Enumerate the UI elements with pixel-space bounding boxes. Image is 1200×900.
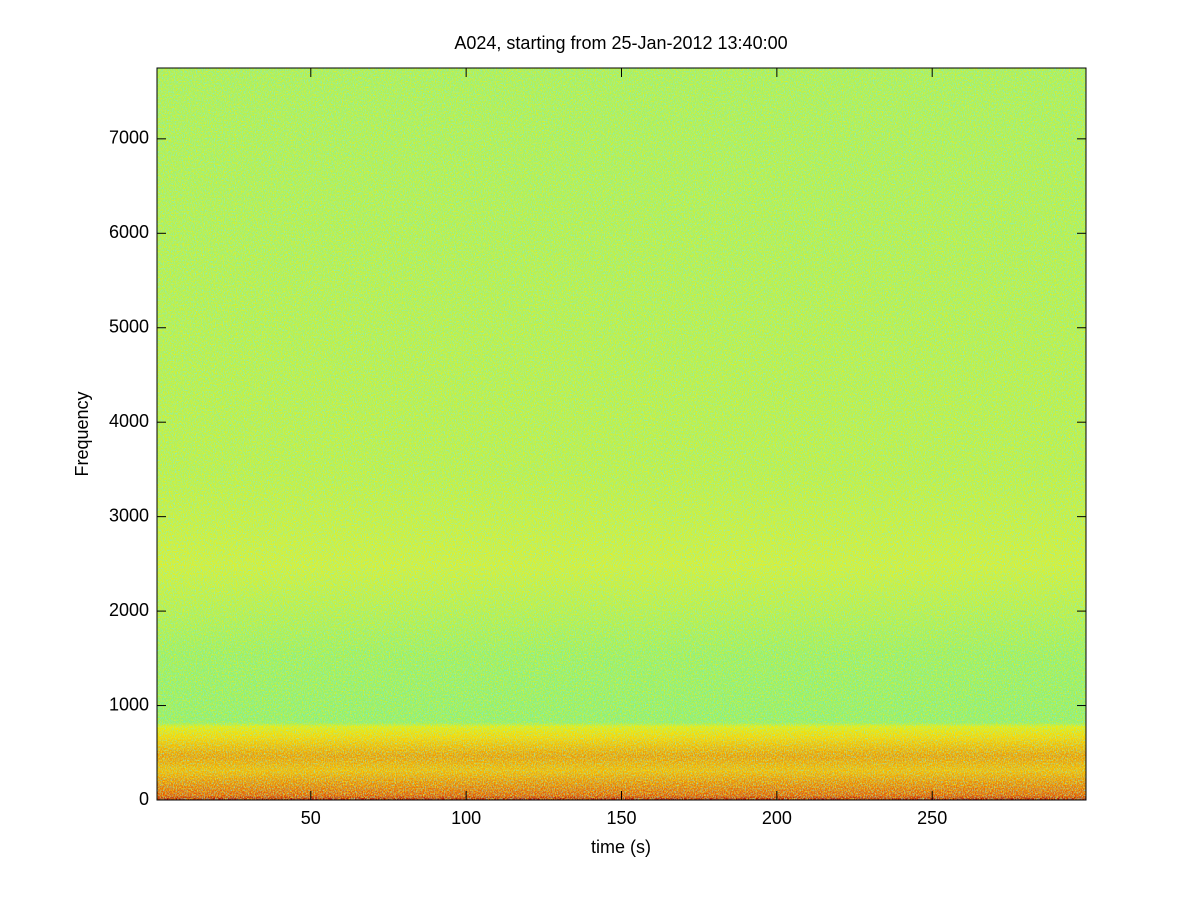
x-tick-label: 250	[917, 808, 947, 828]
y-tick-label: 4000	[109, 411, 149, 431]
y-tick-label: 5000	[109, 316, 149, 336]
y-tick-label: 3000	[109, 505, 149, 525]
spectrogram-image	[157, 68, 1086, 800]
x-axis-label: time (s)	[591, 837, 651, 857]
x-tick-label: 50	[301, 808, 321, 828]
y-tick-label: 7000	[109, 128, 149, 148]
x-tick-label: 200	[762, 808, 792, 828]
y-tick-label: 0	[139, 789, 149, 809]
x-tick-label: 100	[451, 808, 481, 828]
y-tick-label: 6000	[109, 222, 149, 242]
y-axis-label: Frequency	[72, 391, 92, 476]
spectrogram-noise	[157, 68, 1086, 800]
y-tick-label: 2000	[109, 600, 149, 620]
y-tick-label: 1000	[109, 694, 149, 714]
chart-title: A024, starting from 25-Jan-2012 13:40:00	[454, 33, 787, 53]
x-tick-label: 150	[606, 808, 636, 828]
